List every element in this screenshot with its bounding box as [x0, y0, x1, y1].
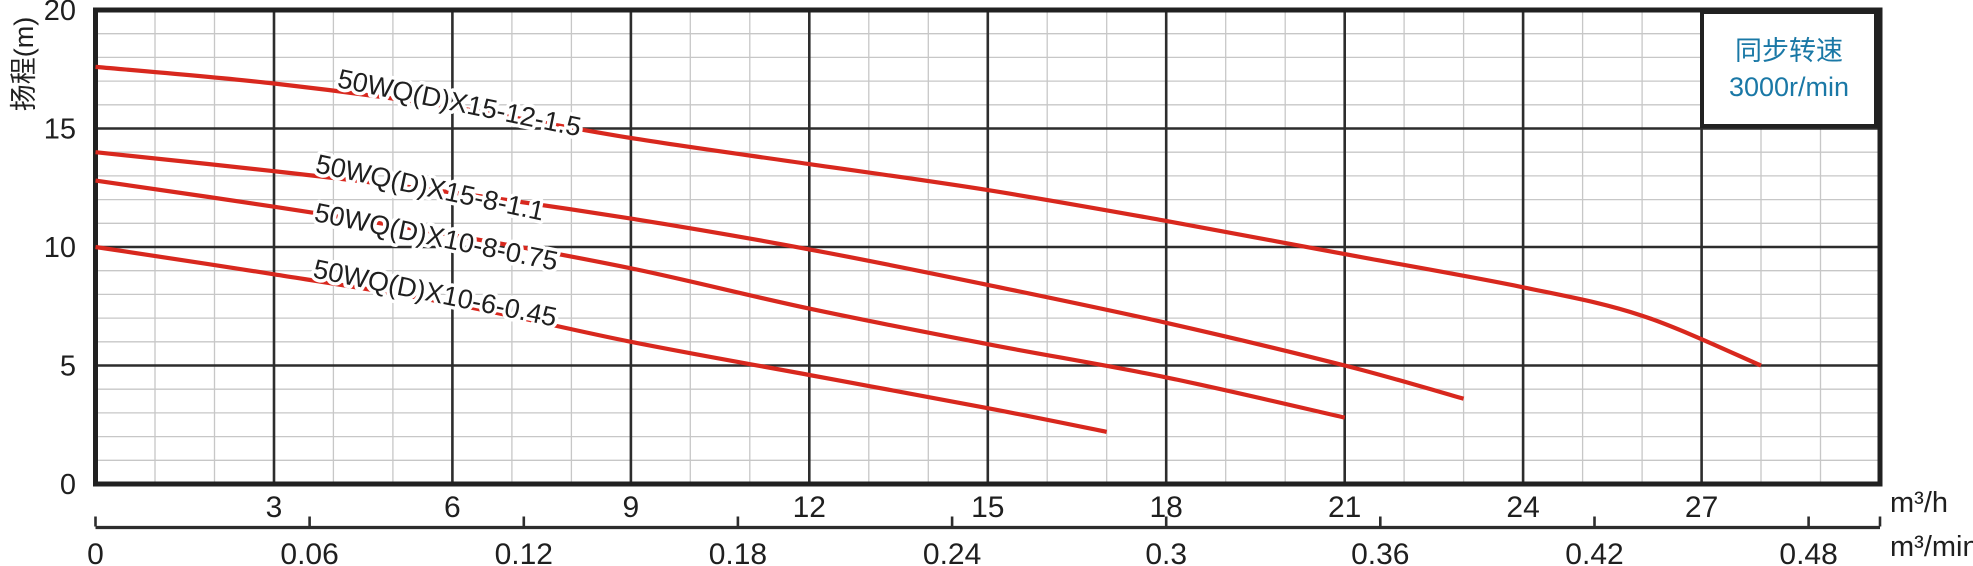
- legend-sync-speed-value: 3000r/min: [1728, 72, 1850, 102]
- y-tick-label: 0: [60, 469, 76, 501]
- pump-curve: [95, 64, 1762, 368]
- legend-box: 同步转速 3000r/min: [1700, 10, 1878, 128]
- pump-curve: [95, 150, 1465, 401]
- curve-label: 50WQ(D)X15-12-1.5: [335, 63, 584, 142]
- x-tick-label-m3h: 24: [1506, 491, 1539, 524]
- x-tick-label-m3min: 0.12: [495, 538, 553, 566]
- x-axis-unit-m3h: m³/h: [1890, 487, 1948, 519]
- y-tick-label: 10: [44, 232, 76, 264]
- x-tick-label-m3min: 0.48: [1779, 538, 1837, 566]
- x-tick-label-m3min: 0.18: [709, 538, 767, 566]
- x-tick-label-m3h: 3: [266, 491, 283, 524]
- y-tick-label: 20: [44, 0, 76, 27]
- x-tick-label-m3min: 0: [87, 538, 104, 566]
- y-tick-label: 15: [44, 114, 76, 146]
- y-axis-title: 扬程(m): [9, 16, 39, 112]
- x-tick-label-m3h: 21: [1328, 491, 1361, 524]
- pump-curve: [95, 178, 1346, 420]
- x-axis-unit-m3min: m³/min: [1890, 531, 1973, 563]
- y-tick-label: 5: [60, 351, 76, 383]
- x-tick-label-m3h: 15: [971, 491, 1004, 524]
- legend-sync-speed-label: 同步转速: [1735, 36, 1843, 66]
- pump-curve: [95, 244, 1108, 434]
- x-tick-label-m3h: 27: [1685, 491, 1718, 524]
- x-tick-label-m3h: 6: [444, 491, 461, 524]
- x-tick-label-m3min: 0.42: [1565, 538, 1623, 566]
- x-tick-label-m3h: 9: [623, 491, 640, 524]
- x-tick-label-m3h: 12: [793, 491, 826, 524]
- x-tick-label-m3min: 0.3: [1145, 538, 1187, 566]
- x-tick-label-m3min: 0.06: [280, 538, 338, 566]
- x-tick-label-m3min: 0.36: [1351, 538, 1409, 566]
- x-tick-label-m3min: 0.24: [923, 538, 981, 566]
